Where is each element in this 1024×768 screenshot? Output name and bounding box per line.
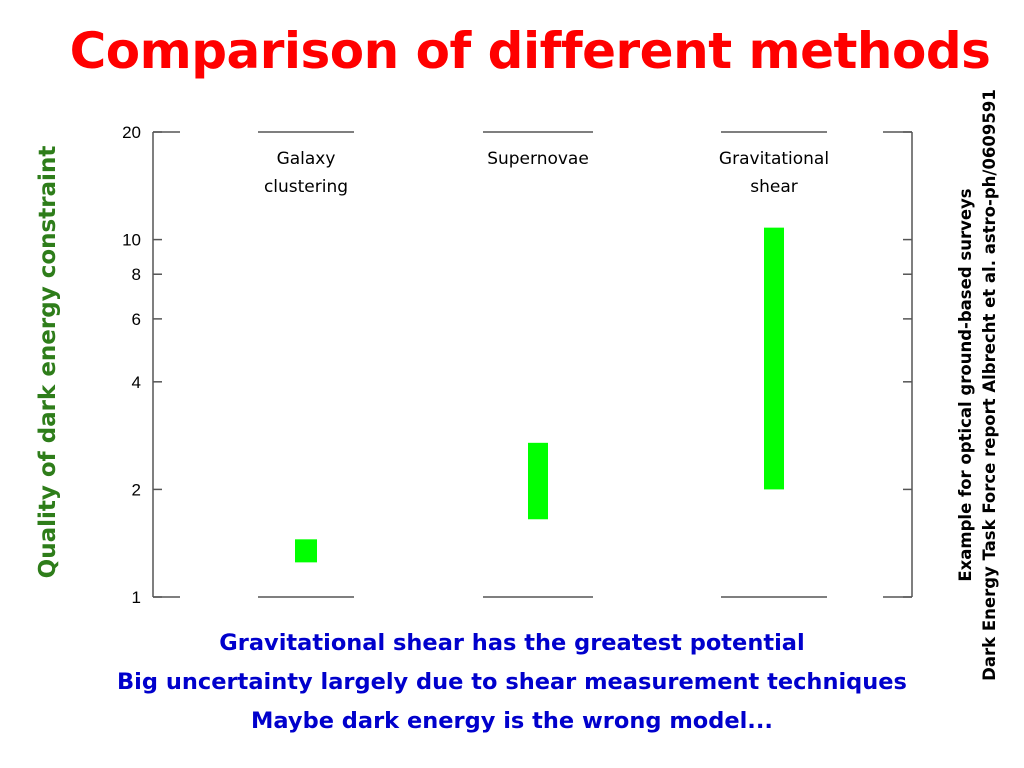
source-note-line-2: Dark Energy Task Force report Albrecht e… — [980, 89, 999, 681]
category-label: shear — [750, 177, 798, 197]
range-bar — [528, 442, 548, 520]
y-tick-label: 6 — [132, 310, 141, 329]
y-tick-label: 1 — [132, 588, 141, 607]
y-tick-label: 4 — [132, 373, 141, 392]
range-bar — [764, 227, 784, 490]
category-label: Gravitational — [719, 149, 829, 169]
conclusion-line-3: Maybe dark energy is the wrong model... — [251, 708, 773, 734]
category-label: Galaxy — [277, 149, 336, 169]
category-label: Supernovae — [487, 149, 589, 169]
y-tick-label: 2 — [132, 480, 141, 499]
source-note-line-1: Example for optical ground-based surveys — [956, 188, 975, 582]
conclusion-line-1: Gravitational shear has the greatest pot… — [219, 630, 805, 656]
y-tick-label: 20 — [122, 123, 141, 142]
range-bar — [295, 539, 317, 563]
y-tick-label: 8 — [132, 265, 141, 284]
conclusions: Gravitational shear has the greatest pot… — [0, 624, 1024, 741]
slide-title: Comparison of different methods — [69, 22, 991, 80]
category-label: clustering — [264, 177, 348, 197]
y-tick-label: 10 — [122, 231, 141, 250]
conclusion-line-2: Big uncertainty largely due to shear mea… — [117, 669, 907, 695]
source-note: Example for optical ground-based surveys… — [954, 89, 1002, 681]
